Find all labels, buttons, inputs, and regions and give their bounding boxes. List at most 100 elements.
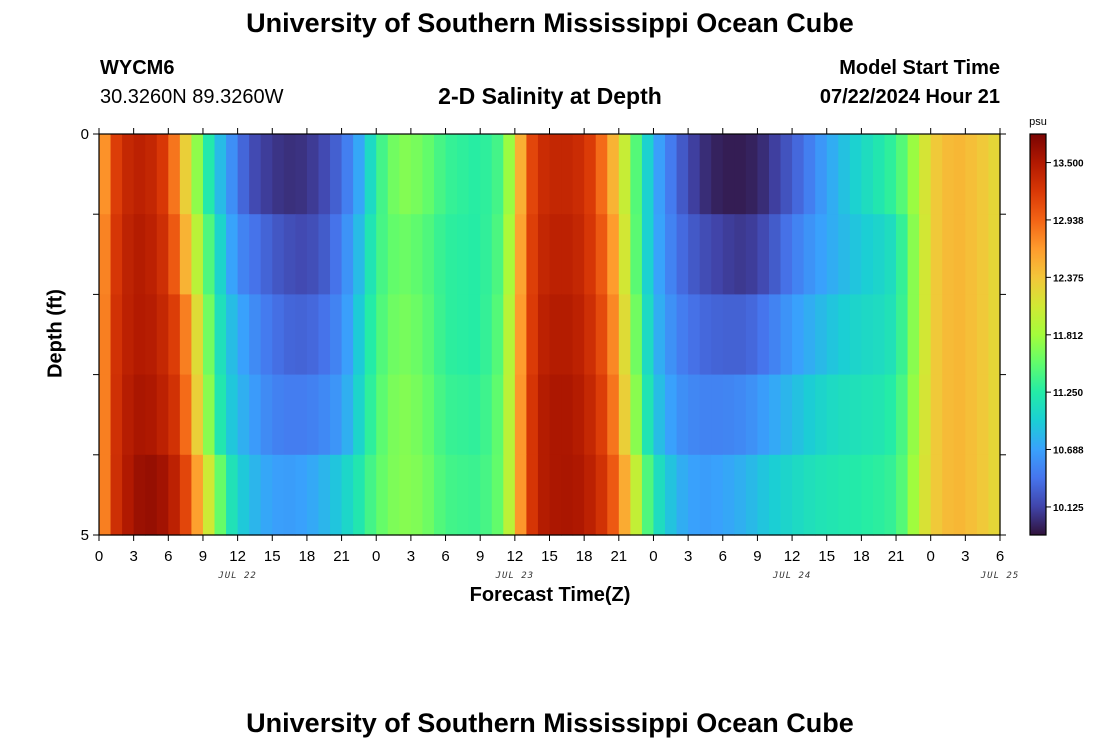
heatmap-cell bbox=[630, 454, 643, 536]
heatmap-cell bbox=[919, 454, 932, 536]
heatmap-cell bbox=[849, 454, 862, 536]
heatmap-cell bbox=[272, 214, 285, 295]
heatmap-cell bbox=[780, 134, 793, 215]
heatmap-cell bbox=[618, 294, 631, 376]
heatmap-cell bbox=[133, 214, 146, 295]
heatmap-cell bbox=[572, 294, 585, 376]
heatmap-cell bbox=[838, 134, 851, 215]
x-tick-label: 6 bbox=[441, 548, 449, 565]
colorbar-unit-label: psu bbox=[1029, 116, 1047, 128]
heatmap-cell bbox=[237, 374, 250, 456]
heatmap-cell bbox=[618, 374, 631, 456]
heatmap-cell bbox=[214, 454, 227, 536]
heatmap-cell bbox=[353, 454, 366, 536]
heatmap-cell bbox=[930, 214, 943, 295]
heatmap-cell bbox=[422, 294, 435, 376]
salinity-heatmap-chart: 0 3 6 9 12 15 18 21 0 3 6 9 12 15 18 21 0 3 6 9 12 15 18 21 0 3 6 J… bbox=[81, 116, 1084, 581]
heatmap-cell bbox=[595, 134, 608, 215]
heatmap-cell bbox=[976, 214, 990, 295]
heatmap-cell bbox=[156, 454, 169, 536]
heatmap-cell bbox=[803, 214, 816, 295]
heatmap-cell bbox=[942, 214, 955, 295]
heatmap-cell bbox=[768, 454, 782, 536]
heatmap-cell bbox=[561, 374, 574, 456]
heatmap-cell bbox=[907, 374, 920, 456]
heatmap-cell bbox=[168, 454, 181, 536]
heatmap-cell bbox=[884, 374, 897, 456]
colorbar-tick-label: 12.375 bbox=[1053, 273, 1084, 284]
heatmap-cell bbox=[722, 134, 735, 215]
heatmap-cell bbox=[537, 294, 551, 376]
heatmap-cell bbox=[179, 454, 193, 536]
heatmap-cell bbox=[330, 454, 343, 536]
heatmap-cell bbox=[410, 294, 424, 376]
date-label: JUL 25 bbox=[980, 571, 1020, 581]
heatmap-cell bbox=[872, 214, 886, 295]
heatmap-cell bbox=[156, 294, 169, 376]
heatmap-cell bbox=[283, 214, 296, 295]
heatmap-cell bbox=[514, 214, 527, 295]
x-tick-label: 18 bbox=[576, 548, 593, 565]
heatmap-cell bbox=[849, 134, 862, 215]
x-tick-label: 15 bbox=[264, 548, 281, 565]
heatmap-cell bbox=[595, 374, 608, 456]
heatmap-cell bbox=[387, 294, 400, 376]
colorbar: 13.500 12.938 12.375 11.812 11.250 10.688 10.1… bbox=[1029, 116, 1084, 536]
heatmap-cell bbox=[445, 214, 458, 295]
heatmap-cell bbox=[249, 214, 262, 295]
heatmap-cell bbox=[283, 134, 296, 215]
heatmap-cell bbox=[861, 454, 874, 536]
heatmap-cell bbox=[757, 454, 770, 536]
date-label: JUL 24 bbox=[772, 571, 812, 581]
heatmap-cell bbox=[988, 454, 1001, 536]
heatmap-cell bbox=[838, 294, 851, 376]
heatmap-cell bbox=[433, 294, 447, 376]
heatmap-cell bbox=[480, 134, 493, 215]
page-title-bottom: University of Southern Mississippi Ocean… bbox=[246, 708, 854, 738]
heatmap-cell bbox=[953, 374, 966, 456]
heatmap-cell bbox=[168, 374, 181, 456]
heatmap-cell bbox=[226, 134, 239, 215]
heatmap-cell bbox=[907, 454, 920, 536]
heatmap-cell bbox=[699, 134, 712, 215]
page-title: University of Southern Mississippi Ocean… bbox=[246, 8, 854, 38]
heatmap-cell bbox=[641, 374, 655, 456]
heatmap-cell bbox=[734, 294, 747, 376]
colorbar-tick-label: 10.125 bbox=[1053, 503, 1084, 514]
heatmap-cell bbox=[792, 374, 805, 456]
heatmap-cell bbox=[526, 294, 539, 376]
colorbar-tick-label: 10.688 bbox=[1053, 445, 1084, 456]
x-tick-label: 0 bbox=[927, 548, 935, 565]
heatmap-cell bbox=[260, 454, 273, 536]
heatmap-cell bbox=[665, 134, 678, 215]
heatmap-cell bbox=[214, 294, 227, 376]
heatmap-cell bbox=[364, 294, 377, 376]
heatmap-cell bbox=[711, 294, 724, 376]
heatmap-cell bbox=[457, 214, 470, 295]
x-tick-label: 0 bbox=[649, 548, 657, 565]
x-tick-label: 3 bbox=[961, 548, 969, 565]
heatmap-cell bbox=[815, 214, 828, 295]
heatmap-cell bbox=[757, 134, 770, 215]
heatmap-cell bbox=[480, 374, 493, 456]
heatmap-cell bbox=[514, 374, 527, 456]
heatmap-cell bbox=[803, 134, 816, 215]
heatmap-cell bbox=[930, 294, 943, 376]
date-label: JUL 23 bbox=[495, 571, 535, 581]
heatmap-cell bbox=[872, 454, 886, 536]
heatmap-cell bbox=[884, 214, 897, 295]
heatmap-cell bbox=[768, 374, 782, 456]
heatmap-cell bbox=[295, 294, 308, 376]
heatmap-cell bbox=[745, 454, 759, 536]
x-tick-label: 21 bbox=[888, 548, 905, 565]
heatmap-cell bbox=[953, 294, 966, 376]
heatmap-cell bbox=[803, 454, 816, 536]
heatmap-cell bbox=[156, 134, 169, 215]
x-tick-label: 3 bbox=[129, 548, 137, 565]
heatmap-cell bbox=[849, 374, 862, 456]
heatmap-cell bbox=[318, 374, 331, 456]
heatmap-cell bbox=[99, 134, 112, 215]
heatmap-cell bbox=[179, 134, 193, 215]
heatmap-cell bbox=[364, 134, 377, 215]
heatmap-cell bbox=[618, 134, 631, 215]
